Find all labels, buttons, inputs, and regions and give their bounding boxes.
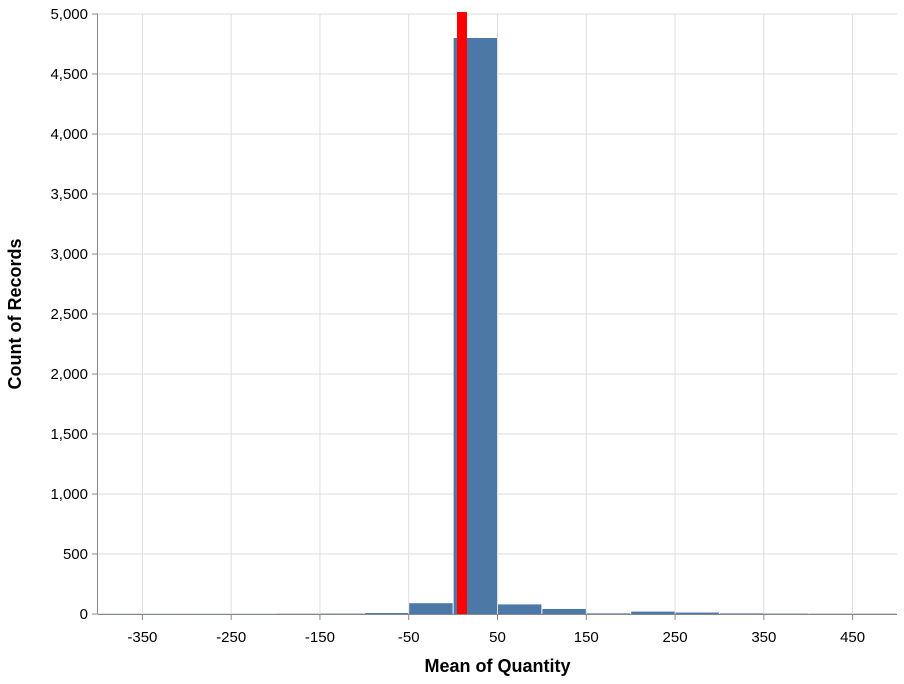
y-tick-label: 3,000 [50, 246, 88, 263]
x-tick-label: -50 [398, 629, 420, 646]
x-tick-label: -250 [216, 629, 246, 646]
x-tick-label: 250 [663, 629, 688, 646]
x-axis-title: Mean of Quantity [424, 656, 570, 676]
chart-grid [98, 13, 897, 615]
mean-rule-layer [456, 12, 467, 614]
x-tick-label: 350 [751, 629, 776, 646]
histogram-bar [719, 613, 764, 614]
y-tick-label: 0 [80, 606, 88, 623]
histogram-bar [586, 613, 631, 614]
histogram-bar [542, 608, 586, 614]
histogram-bar [409, 603, 453, 614]
y-tick-label: 4,500 [50, 66, 88, 83]
y-tick-label: 500 [63, 546, 88, 563]
histogram-bar [675, 612, 719, 614]
histogram-bar [364, 613, 409, 614]
y-tick-label: 2,500 [50, 306, 88, 323]
x-tick-label: 450 [840, 629, 865, 646]
y-axis-title: Count of Records [5, 239, 25, 390]
y-tick-label: 1,000 [50, 486, 88, 503]
x-tick-label: -350 [127, 629, 157, 646]
histogram-bar [498, 604, 542, 614]
chart-axes: 0 500 1,000 1,500 2,000 2,500 3,000 3,500 4,000 4… [50, 6, 897, 646]
y-tick-label: 5,000 [50, 6, 88, 23]
x-tick-label: 150 [574, 629, 599, 646]
y-tick-label: 2,000 [50, 366, 88, 383]
y-tick-label: 4,000 [50, 126, 88, 143]
histogram-bar [631, 611, 675, 614]
mean-rule [456, 12, 467, 614]
y-tick-label: 1,500 [50, 426, 88, 443]
x-tick-label: 50 [489, 629, 506, 646]
x-tick-label: -150 [305, 629, 335, 646]
y-tick-label: 3,500 [50, 186, 88, 203]
